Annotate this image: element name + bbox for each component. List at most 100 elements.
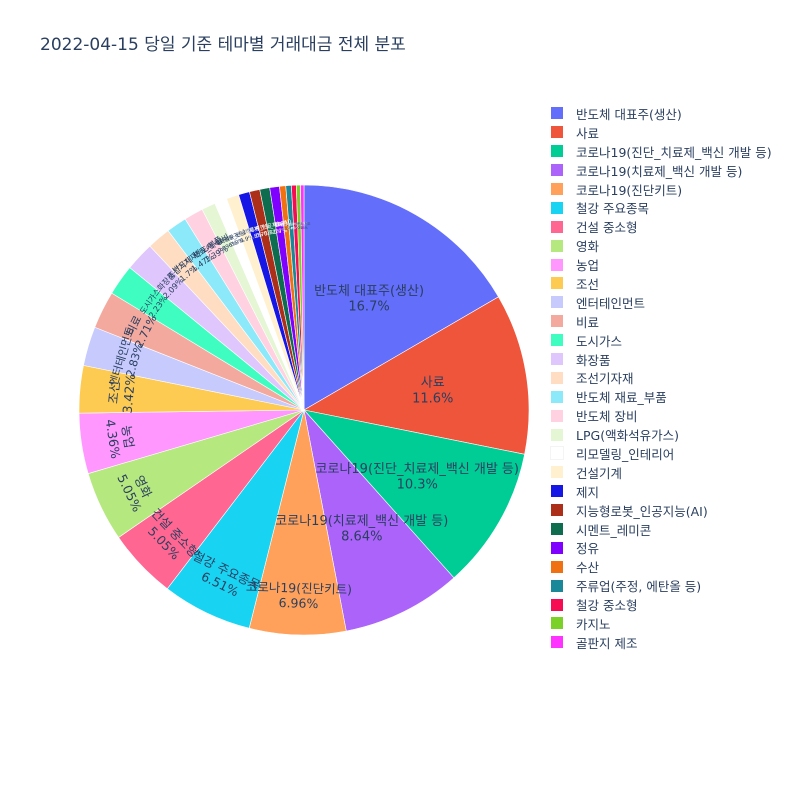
slice-percent-코로나19-진단키트: 6.96% (278, 595, 318, 611)
legend-swatch (551, 258, 563, 271)
legend-swatch (551, 541, 563, 554)
legend-label: 농업 (576, 258, 600, 274)
pie-slices (78, 184, 530, 636)
legend-item-철강-중소형[interactable]: 철강 중소형 (550, 595, 795, 614)
legend-item-조선[interactable]: 조선 (550, 274, 795, 293)
slice-label-정유: 정유 (274, 221, 285, 229)
legend-item-철강-주요종목[interactable]: 철강 주요종목 (550, 198, 795, 217)
slice-percent-반도체-대표주-생산: 16.7% (348, 300, 389, 315)
legend-swatch (551, 239, 563, 252)
legend-swatch (551, 353, 563, 366)
legend-swatch (551, 409, 563, 422)
slice-percent-농업: 4.36% (103, 418, 124, 460)
legend-swatch (551, 201, 563, 214)
slice-label-조선: 조선 (105, 380, 122, 404)
legend-item-반도체-재료-부품[interactable]: 반도체 재료_부품 (550, 387, 795, 406)
slice-percent-골판지-제조: 0.25% (297, 226, 307, 230)
legend-item-건설기계[interactable]: 건설기계 (550, 463, 795, 482)
legend-label: 반도체 장비 (576, 409, 638, 425)
legend-label: 도시가스 (576, 333, 623, 349)
legend-item-반도체-대표주-생산[interactable]: 반도체 대표주(생산) (550, 104, 795, 123)
legend-item-코로나19-치료제-백신-개발-등[interactable]: 코로나19(치료제_백신 개발 등) (550, 161, 795, 180)
legend-swatch (551, 390, 563, 403)
legend-label: 엔터테인먼트 (576, 295, 646, 311)
legend-label: 영화 (576, 239, 600, 255)
legend-label: 화장품 (576, 352, 611, 368)
slice-percent-수산: 0.45% (281, 226, 291, 231)
legend-item-lpg-액화석유가스[interactable]: LPG(액화석유가스) (550, 425, 795, 444)
slice-label-카지노: 카지노 (295, 221, 304, 226)
legend-item-농업[interactable]: 농업 (550, 255, 795, 274)
legend-item-시멘트-레미콘[interactable]: 시멘트_레미콘 (550, 520, 795, 539)
legend-label: 비료 (576, 314, 600, 330)
legend-swatch (551, 183, 563, 195)
legend-swatch (551, 145, 563, 158)
legend-item-건설-중소형[interactable]: 건설 중소형 (550, 217, 795, 236)
legend-item-정유[interactable]: 정유 (550, 538, 795, 557)
legend-swatch (551, 617, 563, 630)
legend-item-도시가스[interactable]: 도시가스 (550, 331, 795, 350)
pie-slice-사료[interactable] (303, 296, 530, 455)
legend-item-조선기자재[interactable]: 조선기자재 (550, 368, 795, 387)
legend-label: 철강 주요종목 (576, 201, 649, 217)
legend-swatch (551, 579, 563, 592)
legend-item-반도체-장비[interactable]: 반도체 장비 (550, 406, 795, 425)
slice-percent-제지: 0.8% (249, 232, 264, 242)
legend-label: 제지 (576, 484, 600, 500)
legend-item-화장품[interactable]: 화장품 (550, 350, 795, 369)
legend-swatch (551, 560, 563, 573)
chart-title: 2022-04-15 당일 기준 테마별 거래대금 전체 분포 (40, 35, 406, 55)
legend-label: 정유 (576, 541, 600, 557)
slice-label-코로나19-진단키트: 코로나19(진단키트) (246, 579, 353, 597)
legend-label: 주류업(주정, 에탄올 등) (576, 579, 702, 595)
legend-label: LPG(액화석유가스) (576, 428, 679, 444)
legend-label: 수산 (576, 560, 600, 576)
legend-item-영화[interactable]: 영화 (550, 236, 795, 255)
legend-item-제지[interactable]: 제지 (550, 482, 795, 501)
legend-item-리모델링-인테리어[interactable]: 리모델링_인테리어 (550, 444, 795, 463)
pie-slice-코로나19-치료제-백신-개발-등[interactable] (303, 408, 455, 632)
pie-slice-골판지-제조[interactable] (300, 184, 305, 411)
slice-percent-코로나19-치료제-백신-개발-등: 8.64% (341, 530, 382, 545)
slice-percent-시멘트-레미콘: 0.72% (263, 229, 281, 238)
pie-slice-코로나19-진단-치료제-백신-개발-등[interactable] (303, 409, 525, 579)
legend-swatch (551, 598, 563, 611)
legend-item-사료[interactable]: 사료 (550, 123, 795, 142)
legend-item-코로나19-진단-치료제-백신-개발-등[interactable]: 코로나19(진단_치료제_백신 개발 등) (550, 142, 795, 161)
legend-label: 코로나19(치료제_백신 개발 등) (576, 163, 743, 179)
slice-percent-사료: 11.6% (412, 391, 453, 406)
legend-item-비료[interactable]: 비료 (550, 312, 795, 331)
legend-label: 시멘트_레미콘 (576, 522, 652, 538)
legend-item-주류업-주정-에탄올-등[interactable]: 주류업(주정, 에탄올 등) (550, 576, 795, 595)
legend-label: 지능형로봇_인공지능(AI) (576, 503, 708, 519)
slice-label-수산: 수산 (283, 222, 289, 228)
legend-item-골판지-제조[interactable]: 골판지 제조 (550, 633, 795, 652)
slice-label-코로나19-진단-치료제-백신-개발-등: 코로나19(진단_치료제_백신 개발 등) (316, 462, 519, 477)
slice-label-주류업-주정-에탄올-등: 주류업(주정, 에탄올 등) (275, 220, 307, 227)
legend-swatch (551, 315, 563, 328)
slice-label-제지: 제지 (248, 224, 260, 234)
slice-percent-철강-중소형: 0.35% (291, 226, 301, 230)
legend-item-수산[interactable]: 수산 (550, 557, 795, 576)
legend-item-코로나19-진단키트[interactable]: 코로나19(진단키트) (550, 180, 795, 199)
legend-swatch (550, 446, 564, 461)
pie-slice-반도체-대표주-생산[interactable] (303, 184, 499, 411)
legend-swatch (551, 277, 563, 290)
slice-label-농업: 농업 (119, 424, 137, 449)
legend-swatch (551, 126, 563, 139)
legend-swatch (551, 371, 563, 384)
legend-item-카지노[interactable]: 카지노 (550, 614, 795, 633)
legend-swatch (551, 636, 563, 649)
legend-item-엔터테인먼트[interactable]: 엔터테인먼트 (550, 293, 795, 312)
legend-label: 반도체 재료_부품 (576, 390, 667, 406)
legend-label: 조선기자재 (576, 371, 634, 387)
slice-percent-조선: 3.42% (120, 373, 139, 414)
slice-percent-지능형로봇-인공지능-ai: 0.75% (255, 230, 273, 240)
legend-item-지능형로봇-인공지능-ai[interactable]: 지능형로봇_인공지능(AI) (550, 501, 795, 520)
slice-percent-정유: 0.7% (273, 228, 288, 236)
legend-label: 조선 (576, 276, 600, 292)
slice-percent-리모델링-인테리어: 0.9% (230, 238, 245, 249)
slice-percent-건설기계: 0.9% (239, 235, 254, 245)
slice-label-사료: 사료 (421, 376, 445, 391)
